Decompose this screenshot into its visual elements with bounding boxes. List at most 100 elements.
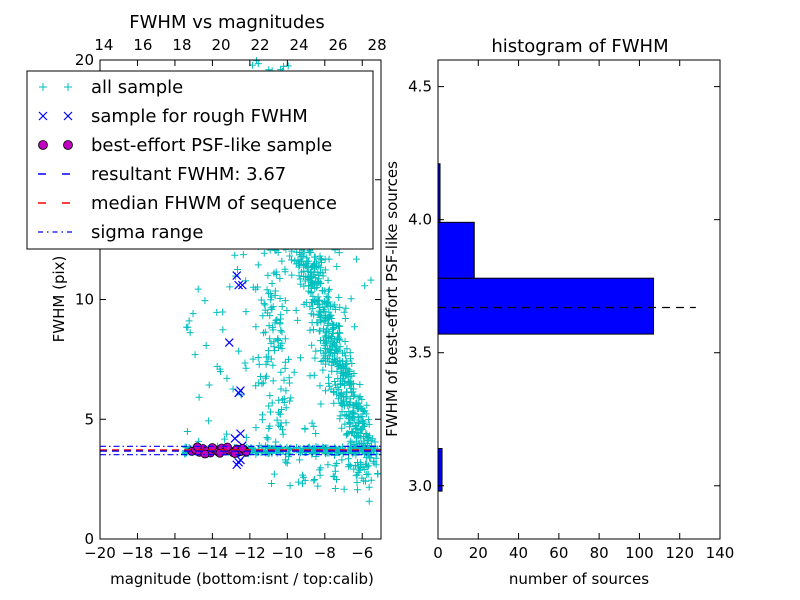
all-sample-point: [186, 329, 194, 337]
all-sample-point: [286, 397, 294, 405]
all-sample-point: [333, 367, 341, 375]
all-sample-point: [295, 272, 303, 280]
all-sample-point: [353, 479, 361, 487]
all-sample-point: [352, 255, 360, 263]
all-sample-point: [337, 375, 345, 383]
all-sample-point: [328, 361, 336, 369]
scatter-y-label: FWHM (pix): [50, 256, 68, 343]
all-sample-point: [300, 249, 308, 257]
all-sample-point: [185, 317, 193, 325]
all-sample-point: [316, 303, 324, 311]
all-sample-point: [367, 276, 375, 284]
legend-entry: all sample: [39, 77, 183, 98]
all-sample-point: [267, 296, 275, 304]
all-sample-point: [342, 371, 350, 379]
all-sample-point: [365, 420, 373, 428]
legend-circle-marker: [63, 140, 73, 150]
all-sample-point: [276, 294, 284, 302]
all-sample-point: [300, 300, 308, 308]
all-sample-point: [310, 260, 318, 268]
all-sample-point: [287, 256, 295, 264]
all-sample-point: [183, 323, 191, 331]
all-sample-point: [316, 279, 324, 287]
hist-y-tick-label: 4.5: [408, 78, 432, 96]
all-sample-point: [329, 320, 337, 328]
all-sample-point: [330, 399, 338, 407]
x-tick-label: −8: [314, 544, 336, 562]
all-sample-point: [270, 338, 278, 346]
top-x-tick-label: 28: [368, 36, 387, 54]
all-sample-point: [364, 470, 372, 478]
all-sample-point: [226, 283, 234, 291]
all-sample-point: [283, 459, 291, 467]
reference-lines: [100, 445, 381, 456]
all-sample-point: [353, 471, 361, 479]
all-sample-point: [340, 402, 348, 410]
all-sample-point: [331, 378, 339, 386]
all-sample-point: [286, 482, 294, 490]
all-sample-point: [282, 404, 290, 412]
all-sample-point: [269, 361, 277, 369]
all-sample-point: [294, 316, 302, 324]
all-sample-point: [254, 354, 262, 362]
all-sample-point: [340, 393, 348, 401]
all-sample-point: [275, 343, 283, 351]
hist-y-tick-label: 3.0: [408, 477, 432, 495]
all-sample-point: [351, 422, 359, 430]
all-sample-point: [260, 329, 268, 337]
all-sample-point: [278, 345, 286, 353]
all-sample-point: [281, 358, 289, 366]
all-sample-point: [314, 293, 322, 301]
all-sample-point: [365, 483, 373, 491]
hist-y-tick-label: 3.5: [408, 344, 432, 362]
all-sample-point: [321, 266, 329, 274]
all-sample-point: [259, 312, 267, 320]
all-sample-point: [322, 445, 330, 453]
all-sample-point: [315, 296, 323, 304]
all-sample-point: [308, 341, 316, 349]
legend-plus-marker: [64, 83, 72, 91]
all-sample-point: [305, 287, 313, 295]
all-sample-point: [258, 380, 266, 388]
all-sample-point: [325, 334, 333, 342]
all-sample-point: [265, 322, 273, 330]
all-sample-point: [333, 384, 341, 392]
all-sample-point: [321, 313, 329, 321]
all-sample-point: [308, 281, 316, 289]
histogram-bars: [437, 163, 655, 492]
histogram-title: histogram of FWHM: [491, 36, 668, 57]
top-x-tick-label: 18: [172, 36, 191, 54]
all-sample-point: [275, 396, 283, 404]
all-sample-point: [266, 312, 274, 320]
histogram-y-label: FWHM of best-effort PSF-like sources: [383, 161, 401, 437]
all-sample-point: [258, 416, 266, 424]
all-sample-point: [260, 300, 268, 308]
all-sample-point: [183, 427, 191, 435]
legend-plus-marker: [39, 83, 47, 91]
rough-sample-point: [237, 280, 247, 290]
all-sample-point: [334, 395, 342, 403]
top-x-tick-label: 26: [329, 36, 348, 54]
all-sample-point: [234, 266, 241, 274]
all-sample-point: [223, 374, 231, 382]
all-sample-point: [364, 434, 372, 442]
all-sample-point: [361, 407, 369, 415]
all-sample-point: [273, 416, 281, 424]
all-sample-point: [268, 280, 276, 288]
all-sample-point: [283, 307, 291, 315]
all-sample-point: [269, 303, 277, 311]
all-sample-point: [349, 428, 357, 436]
rough-sample-point: [224, 338, 234, 348]
all-sample-point: [205, 381, 213, 389]
all-sample-point: [307, 273, 315, 281]
histogram-x-ticks: 0 20 40 60 80 100 120 140: [433, 60, 734, 562]
all-sample-point: [263, 443, 271, 451]
all-sample-point: [310, 326, 318, 334]
all-sample-point: [314, 319, 322, 327]
all-sample-point: [348, 414, 356, 422]
legend-label: sigma range: [91, 222, 203, 243]
all-sample-point: [308, 419, 316, 427]
all-sample-point: [325, 379, 333, 387]
all-sample-point: [362, 430, 370, 438]
